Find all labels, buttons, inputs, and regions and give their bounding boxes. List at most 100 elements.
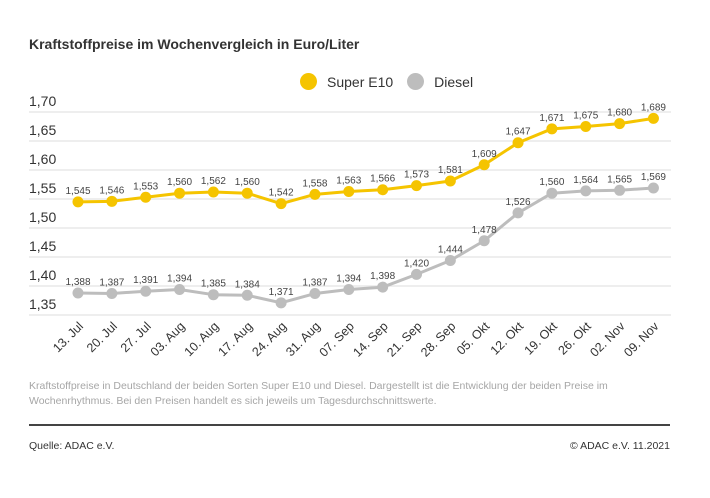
data-point [72,196,84,208]
data-point [512,137,524,149]
legend-dot-icon [300,73,317,90]
data-point [72,287,84,299]
data-label: 1,560 [235,177,260,188]
x-tick-label: 20. Jul [84,319,120,355]
y-tick-label: 1,45 [29,238,56,254]
data-label: 1,566 [370,174,395,185]
y-tick-label: 1,65 [29,122,56,138]
data-point [377,281,389,293]
legend-label: Diesel [434,73,474,90]
x-tick-label: 03. Aug [148,319,188,359]
data-label: 1,388 [65,277,90,288]
data-label: 1,391 [133,275,158,286]
data-label: 1,444 [438,244,463,255]
data-label: 1,560 [167,177,192,188]
data-point [614,184,626,196]
data-label: 1,563 [336,175,361,186]
data-label: 1,675 [573,111,598,122]
data-label: 1,581 [438,165,463,176]
x-tick-label: 19. Okt [522,319,561,358]
x-tick-label: 05. Okt [454,319,493,358]
data-point [647,182,659,194]
data-point [444,254,456,266]
data-label: 1,609 [472,149,497,160]
data-label: 1,546 [99,185,124,196]
data-point [309,188,321,200]
data-label: 1,387 [99,278,124,289]
series-line-super-e10 [77,116,654,206]
data-point [580,121,592,132]
y-tick-label: 1,50 [29,209,56,225]
data-point [512,207,524,219]
data-point [207,186,219,198]
data-label: 1,689 [641,102,666,113]
data-label: 1,371 [269,287,294,298]
data-label: 1,564 [573,175,598,186]
y-tick-label: 1,70 [29,93,56,109]
data-point [647,112,659,124]
data-point [106,195,118,207]
data-label: 1,385 [201,279,226,290]
data-point [174,283,186,295]
x-tick-label: 17. Aug [215,319,255,359]
x-tick-label: 09. Nov [621,319,662,360]
data-point [309,288,321,300]
data-label: 1,526 [506,197,531,208]
data-label: 1,398 [370,271,395,282]
data-label: 1,394 [167,273,192,284]
source-note: Quelle: ADAC e.V. [29,440,115,452]
y-tick-label: 1,60 [29,151,56,167]
data-point [411,180,422,192]
data-point [411,268,422,280]
data-point [377,184,389,196]
data-point [241,187,253,199]
x-tick-label: 12. Okt [488,319,527,358]
x-tick-label: 10. Aug [182,319,222,359]
divider [29,424,670,426]
data-label: 1,558 [302,178,327,189]
data-label: 1,384 [235,279,260,290]
series-line-diesel [77,186,654,305]
x-tick-label: 24. Aug [249,319,289,359]
data-point [343,185,355,197]
data-label: 1,562 [201,176,226,187]
data-point [140,191,152,203]
x-tick-label: 28. Sep [418,319,458,359]
x-tick-label: 14. Sep [350,319,390,359]
data-label: 1,569 [641,172,666,183]
data-label: 1,542 [269,188,294,199]
y-tick-label: 1,55 [29,180,56,196]
data-label: 1,394 [336,273,361,284]
data-point [546,187,558,199]
data-point [275,297,287,309]
legend-label: Super E10 [327,73,394,90]
legend-item-super-e10: Super E10 [300,73,393,90]
y-tick-label: 1,35 [29,296,56,312]
x-tick-label: 13. Jul [50,319,86,355]
data-point [478,235,490,247]
data-point [478,159,490,171]
data-label: 1,671 [539,113,564,124]
data-label: 1,565 [607,174,632,185]
data-point [241,289,253,301]
y-tick-label: 1,40 [29,267,56,283]
data-label: 1,478 [472,225,497,236]
x-tick-label: 21. Sep [384,319,424,359]
data-label: 1,560 [539,177,564,188]
data-point [614,118,626,130]
data-point [343,283,355,295]
data-point [174,187,186,199]
data-label: 1,573 [404,170,429,181]
data-label: 1,387 [302,278,327,289]
data-point [106,288,118,300]
copyright-note: © ADAC e.V. 11.2021 [570,440,670,452]
legend-dot-icon [407,73,425,90]
chart-title: Kraftstoffpreise im Wochenvergleich in E… [29,36,360,52]
data-label: 1,680 [607,108,632,119]
legend-item-diesel: Diesel [407,73,473,90]
data-point [444,175,456,187]
data-label: 1,647 [506,127,531,138]
x-tick-label: 31. Aug [283,319,323,359]
data-label: 1,420 [404,258,429,269]
